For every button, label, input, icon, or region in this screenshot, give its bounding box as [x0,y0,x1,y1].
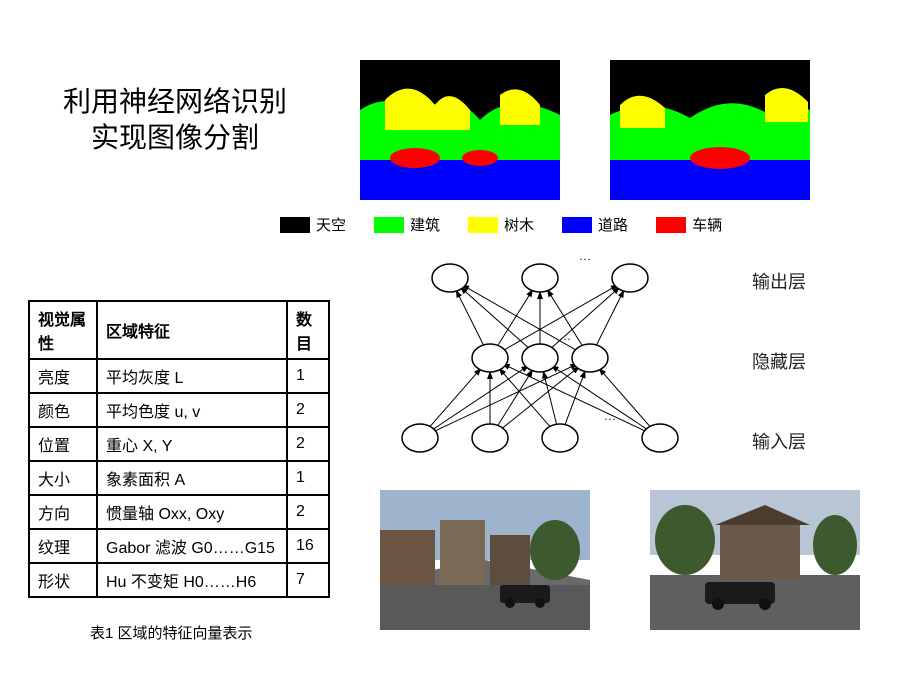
legend-item-sky: 天空 [280,214,346,235]
neural-network-diagram: … … … [360,248,730,468]
nn-label-output: 输出层 [752,268,806,294]
table-caption: 表1 区域的特征向量表示 [90,622,253,643]
slide-title: 利用神经网络识别 实现图像分割 [30,85,320,158]
street-photo-2 [650,490,860,630]
legend-label: 建筑 [410,214,440,235]
legend-swatch [468,217,498,233]
table-row: 纹理Gabor 滤波 G0……G1516 [29,529,329,563]
svg-text:…: … [579,249,591,263]
legend-label: 树木 [504,214,534,235]
table-row: 颜色平均色度 u, v2 [29,393,329,427]
legend-item-tree: 树木 [468,214,534,235]
th-count: 数目 [287,301,329,359]
color-legend: 天空 建筑 树木 道路 车辆 [280,214,722,235]
svg-text:…: … [604,409,616,423]
table-row: 亮度平均灰度 L1 [29,359,329,393]
legend-item-building: 建筑 [374,214,440,235]
table-row: 方向惯量轴 Oxx, Oxy2 [29,495,329,529]
table-row: 位置重心 X, Y2 [29,427,329,461]
feature-table: 视觉属性 区域特征 数目 亮度平均灰度 L1 颜色平均色度 u, v2 位置重心… [28,300,330,598]
table-header-row: 视觉属性 区域特征 数目 [29,301,329,359]
legend-swatch [280,217,310,233]
th-feat: 区域特征 [97,301,287,359]
nn-label-hidden: 隐藏层 [752,348,806,374]
legend-item-vehicle: 车辆 [656,214,722,235]
th-attr: 视觉属性 [29,301,97,359]
table-row: 形状Hu 不变矩 H0……H67 [29,563,329,597]
segmentation-map-1 [360,60,560,200]
svg-text:…: … [559,329,571,343]
title-line-2: 实现图像分割 [91,123,259,154]
legend-label: 天空 [316,214,346,235]
segmentation-map-2 [610,60,810,200]
table-row: 大小象素面积 A1 [29,461,329,495]
legend-swatch [374,217,404,233]
legend-item-road: 道路 [562,214,628,235]
legend-label: 车辆 [692,214,722,235]
title-line-1: 利用神经网络识别 [63,87,287,118]
legend-swatch [562,217,592,233]
legend-label: 道路 [598,214,628,235]
legend-swatch [656,217,686,233]
street-photo-1 [380,490,590,630]
nn-label-input: 输入层 [752,428,806,454]
